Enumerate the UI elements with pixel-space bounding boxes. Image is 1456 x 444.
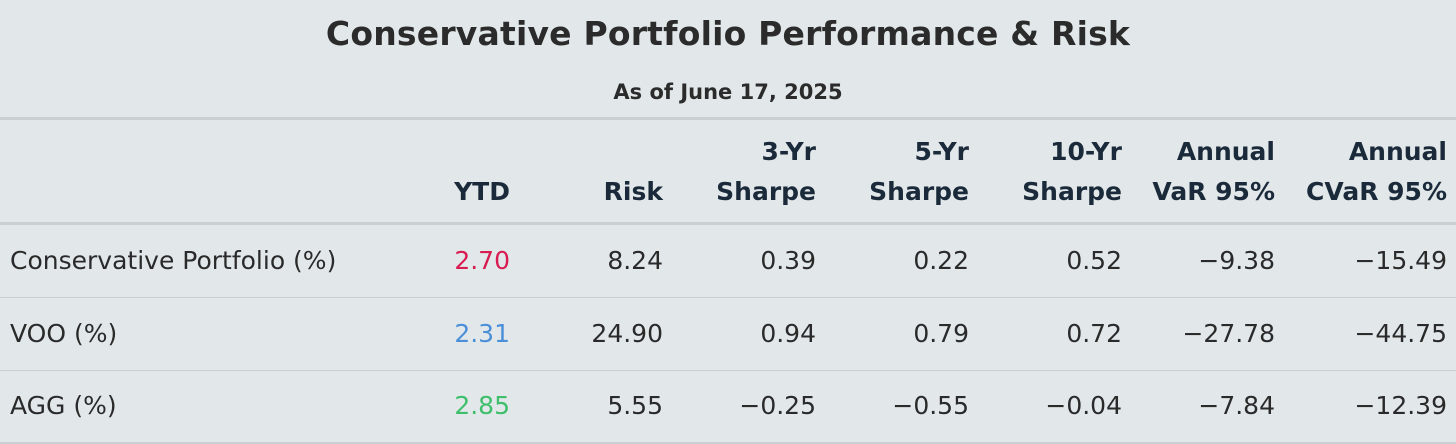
table-cell: −27.78: [1182, 319, 1275, 348]
column-header-line2: Risk: [603, 177, 663, 206]
table-cell: −12.39: [1354, 391, 1447, 420]
table-cell: −0.04: [1045, 391, 1122, 420]
table-cell: 8.24: [607, 246, 663, 275]
row-label: VOO (%): [10, 319, 118, 348]
header-bottom-rule: [0, 222, 1456, 225]
column-header-line1: 5-Yr: [914, 137, 969, 166]
table-cell: −7.84: [1198, 391, 1275, 420]
column-header-line1: 3-Yr: [761, 137, 816, 166]
table-bottom-rule: [0, 442, 1456, 444]
column-header-line2: Sharpe: [869, 177, 969, 206]
table-cell: 0.94: [760, 319, 816, 348]
table-cell: −0.55: [892, 391, 969, 420]
table-cell: 0.39: [760, 246, 816, 275]
table-cell: 24.90: [591, 319, 663, 348]
column-header-line2: Sharpe: [716, 177, 816, 206]
table-cell: 0.79: [913, 319, 969, 348]
row-divider: [0, 297, 1456, 298]
table-cell: −44.75: [1354, 319, 1447, 348]
column-header-line2: VaR 95%: [1152, 177, 1275, 206]
table-title: Conservative Portfolio Performance & Ris…: [325, 14, 1131, 53]
table-cell: 5.55: [607, 391, 663, 420]
column-header-line1: Annual: [1348, 137, 1447, 166]
table-cell: −9.38: [1198, 246, 1275, 275]
table-cell: 0.22: [913, 246, 969, 275]
column-header-line1: 10-Yr: [1050, 137, 1122, 166]
column-header-line2: YTD: [454, 177, 510, 206]
ytd-value-cell: 2.31: [454, 319, 510, 348]
ytd-value-cell: 2.85: [454, 391, 510, 420]
row-divider: [0, 370, 1456, 371]
column-header-line1: Annual: [1176, 137, 1275, 166]
table-cell: −0.25: [739, 391, 816, 420]
row-label: AGG (%): [10, 391, 117, 420]
table-cell: −15.49: [1354, 246, 1447, 275]
ytd-value-cell: 2.70: [454, 246, 510, 275]
row-label: Conservative Portfolio (%): [10, 246, 337, 275]
header-top-rule: [0, 117, 1456, 120]
column-header-line2: Sharpe: [1022, 177, 1122, 206]
table-cell: 0.52: [1066, 246, 1122, 275]
column-header-line2: CVaR 95%: [1306, 177, 1447, 206]
table-subtitle: As of June 17, 2025: [613, 80, 843, 104]
table-cell: 0.72: [1066, 319, 1122, 348]
